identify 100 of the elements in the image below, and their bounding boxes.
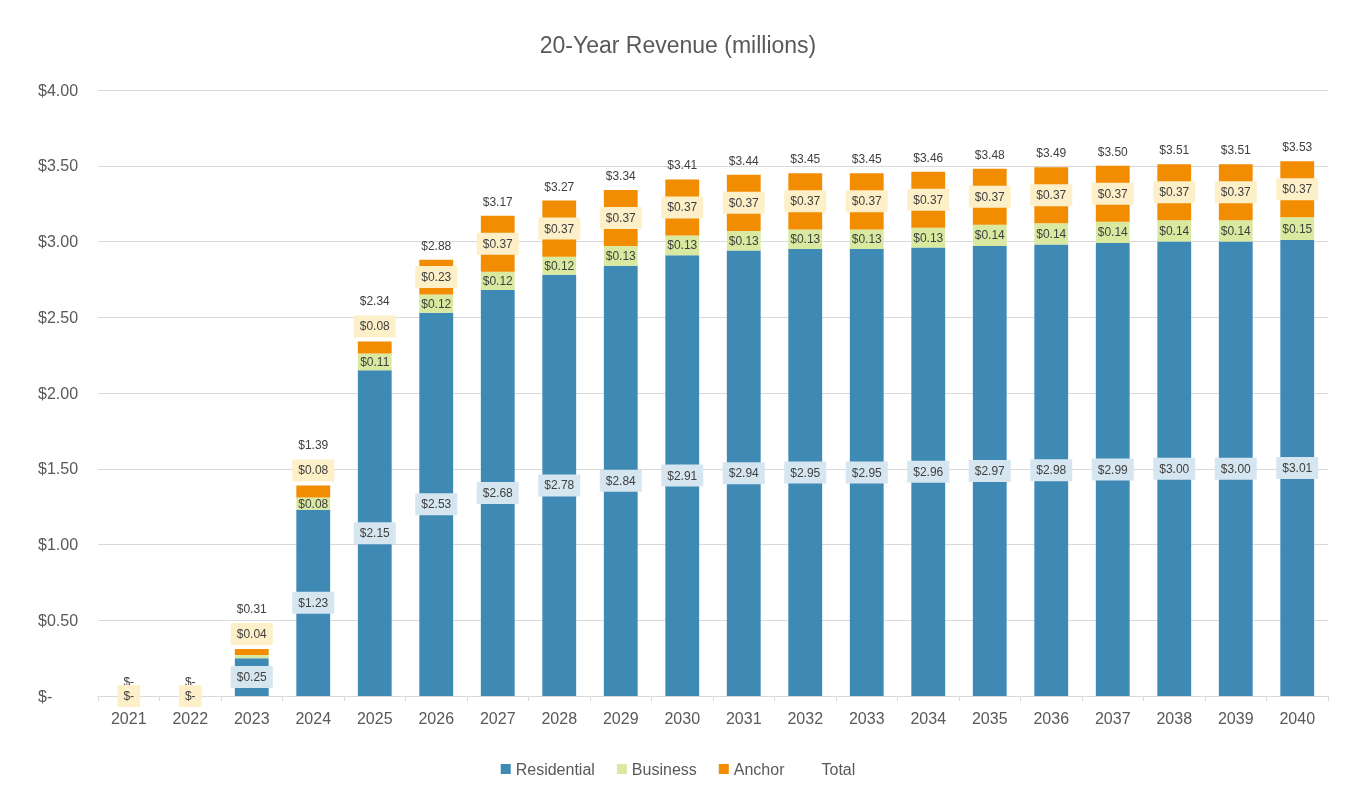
data-label: $2.15	[359, 526, 391, 541]
data-label: $2.99	[1097, 462, 1129, 477]
y-tick-label: $2.50	[38, 308, 79, 326]
x-tick-label: 2023	[233, 709, 270, 727]
total-label: $3.34	[605, 168, 637, 183]
data-label: $0.37	[728, 195, 760, 210]
data-label: $0.14	[1220, 223, 1252, 238]
data-label: $0.37	[1282, 182, 1313, 197]
legend-label: Business	[631, 760, 697, 778]
data-label: $0.04	[236, 627, 268, 642]
y-tick-label: $3.50	[38, 157, 79, 175]
data-label: $0.37	[790, 194, 821, 209]
legend-label: Residential	[515, 760, 595, 778]
data-label: $2.53	[421, 497, 452, 512]
data-label: $2.91	[667, 468, 698, 483]
data-label: $2.95	[790, 465, 821, 480]
total-label: $3.51	[1159, 143, 1190, 158]
y-tick-label: $3.00	[38, 233, 79, 250]
x-tick-label: 2031	[725, 709, 762, 727]
data-label: $0.13	[667, 238, 698, 253]
data-label: $0.13	[851, 232, 883, 247]
data-label: $3.01	[1282, 460, 1313, 475]
y-tick-label: $1.50	[38, 460, 79, 478]
data-label: $0.37	[913, 192, 944, 207]
y-tick-label: $2.00	[38, 384, 79, 402]
total-label: $3.50	[1097, 144, 1129, 159]
total-label: $1.39	[298, 438, 329, 453]
x-tick-label: 2036	[1033, 709, 1070, 727]
data-label: $0.08	[298, 463, 329, 478]
x-tick-label: 2027	[479, 709, 516, 727]
text: Total	[821, 760, 856, 778]
data-label: $2.94	[728, 466, 760, 481]
data-label: $3.00	[1220, 461, 1252, 476]
total-label: $3.27	[544, 179, 575, 194]
chart-title: 20-Year Revenue (millions)	[539, 31, 817, 58]
data-label: $0.37	[1159, 185, 1190, 200]
total-label: $2.34	[359, 294, 391, 309]
data-label: $0.13	[790, 232, 821, 247]
data-label: $2.97	[974, 464, 1006, 479]
x-tick-label: 2037	[1094, 709, 1131, 727]
data-label: $0.08	[298, 496, 329, 511]
data-label: $0.14	[1097, 225, 1129, 240]
data-label: $0.23	[421, 270, 452, 285]
data-label: $0.08	[359, 319, 391, 334]
data-label: $0.12	[482, 273, 514, 288]
x-tick-label: 2029	[602, 709, 639, 727]
data-label: $0.37	[667, 200, 698, 215]
x-tick-label: 2035	[971, 709, 1008, 727]
x-tick-label: 2038	[1156, 709, 1193, 727]
legend-label: Anchor	[733, 760, 786, 778]
x-tick-label: 2022	[172, 709, 209, 727]
data-label: $0.13	[605, 248, 637, 263]
x-tick-label: 2025	[356, 709, 393, 727]
data-label: $0.37	[1097, 186, 1129, 201]
data-label: $0.37	[605, 211, 637, 226]
x-tick-label: 2028	[541, 709, 578, 727]
data-label: $0.37	[544, 221, 575, 236]
y-tick-label: $-	[38, 687, 53, 705]
data-label: $0.14	[1159, 223, 1190, 238]
x-tick-label: 2034	[910, 709, 947, 727]
bar	[296, 485, 331, 498]
data-label: $2.95	[851, 465, 883, 480]
total-label: $3.49	[1036, 146, 1067, 161]
total-label: $0.31	[236, 602, 268, 617]
data-label: $2.96	[913, 464, 944, 479]
total-label: $3.51	[1220, 143, 1252, 158]
total-label: $3.53	[1282, 140, 1313, 155]
total-label: $3.46	[913, 150, 944, 165]
data-label: $2.68	[482, 485, 514, 500]
total-label: $3.48	[974, 147, 1006, 162]
total-label: $3.45	[851, 152, 883, 167]
x-tick-label: 2026	[418, 709, 455, 727]
y-tick-label: $4.00	[38, 81, 79, 99]
data-label: $0.25	[236, 670, 268, 685]
x-tick-label: 2024	[295, 709, 332, 727]
total-label: $3.44	[728, 153, 760, 168]
data-label: $0.12	[544, 258, 575, 273]
bar	[234, 655, 269, 659]
x-tick-label: 2033	[848, 709, 885, 727]
total-label: $3.45	[790, 152, 821, 167]
data-label: $0.11	[360, 354, 390, 369]
data-label: $0.13	[728, 233, 760, 248]
total-label: $2.88	[421, 238, 452, 253]
data-label: $0.15	[1282, 221, 1313, 236]
total-label: $3.41	[667, 158, 698, 173]
y-tick-label: $1.00	[38, 536, 79, 553]
data-label: $1.23	[298, 595, 329, 610]
x-tick-label: 2039	[1217, 709, 1254, 727]
data-label: $0.37	[1220, 185, 1252, 200]
data-label: $0.37	[482, 236, 514, 251]
x-tick-label: 2021	[110, 709, 147, 727]
x-tick-label: 2032	[787, 709, 824, 727]
y-tick-label: $0.50	[38, 611, 79, 629]
total-label: $3.17	[482, 194, 514, 209]
data-label: $0.12	[421, 296, 452, 311]
bar	[357, 341, 392, 354]
bar	[234, 649, 269, 656]
data-label: $3.00	[1159, 461, 1190, 476]
data-label: $2.98	[1036, 463, 1067, 478]
data-label: $0.14	[1036, 226, 1067, 241]
